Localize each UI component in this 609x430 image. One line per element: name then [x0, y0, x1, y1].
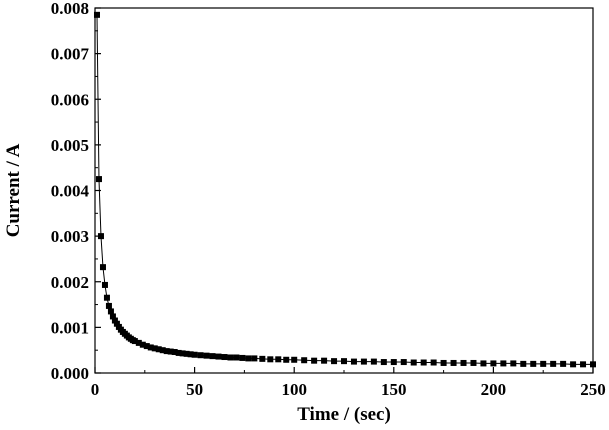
data-point [191, 351, 198, 358]
y-tick-label: 0.005 [51, 136, 89, 155]
data-point [380, 359, 387, 366]
data-point [251, 355, 258, 362]
data-point [420, 359, 427, 366]
data-point [283, 356, 290, 363]
data-point [197, 352, 204, 359]
data-point [291, 356, 298, 363]
data-point [221, 354, 228, 361]
data-point [520, 360, 527, 367]
data-point [480, 360, 487, 367]
x-tick-label: 0 [91, 380, 100, 399]
data-point [341, 358, 347, 365]
data-point [590, 361, 596, 368]
data-point [400, 359, 407, 366]
x-axis: 0 50 100 150 200 250 [91, 367, 606, 399]
data-point [139, 341, 146, 348]
x-tick-label: 150 [381, 380, 407, 399]
data-point [470, 359, 477, 366]
data-point [239, 354, 246, 361]
x-tick-label: 250 [580, 380, 606, 399]
data-point [107, 308, 114, 315]
data-point [101, 281, 108, 288]
data-point [93, 11, 100, 18]
data-point [410, 359, 417, 366]
data-point [570, 361, 577, 368]
data-point [580, 361, 587, 368]
data-point [151, 345, 158, 352]
data-point [167, 348, 174, 355]
data-point [560, 360, 567, 367]
x-axis-title: Time / (sec) [297, 404, 391, 425]
x-tick-label: 100 [281, 380, 307, 399]
data-point [370, 358, 377, 365]
y-tick-label: 0.007 [51, 45, 90, 64]
plot-frame [94, 7, 594, 374]
data-point [350, 358, 357, 365]
data-point [227, 354, 234, 361]
data-point [155, 346, 162, 353]
data-point [97, 233, 104, 240]
data-point [131, 338, 138, 345]
data-point [460, 359, 467, 366]
data-point [171, 349, 178, 356]
data-point [500, 360, 507, 367]
data-point [95, 176, 102, 183]
data-point [540, 360, 547, 367]
data-point [440, 359, 447, 366]
data-point [321, 357, 328, 364]
data-point [490, 360, 497, 367]
y-tick-label: 0.001 [51, 318, 89, 337]
data-point [143, 343, 150, 350]
series-line [96, 14, 593, 365]
y-axis: 0.000 0.001 0.002 0.003 0.004 0.005 0.006 0.007… [51, 0, 101, 383]
data-point [450, 359, 457, 366]
data-point [175, 349, 182, 356]
data-point [183, 350, 190, 357]
data-point [111, 317, 118, 324]
data-point [105, 302, 112, 309]
series-line-layer [96, 14, 593, 365]
data-point [360, 358, 367, 365]
y-tick-label: 0.008 [51, 0, 89, 18]
data-point [301, 357, 308, 364]
data-point [203, 352, 210, 359]
data-point [550, 360, 557, 367]
y-axis-title: Current / A [3, 143, 24, 237]
data-point [135, 339, 142, 346]
data-point [209, 353, 216, 360]
plot-border [94, 7, 594, 374]
data-point [331, 358, 338, 365]
y-tick-label: 0.000 [51, 364, 89, 383]
data-point [233, 354, 240, 361]
data-point [510, 360, 517, 367]
data-point [267, 356, 274, 363]
y-tick-label: 0.006 [51, 90, 89, 109]
data-point [113, 320, 120, 327]
x-tick-label: 200 [481, 380, 507, 399]
x-tick-label: 50 [186, 380, 203, 399]
data-point [187, 351, 194, 358]
data-point [530, 360, 537, 367]
data-points [93, 11, 596, 368]
data-point [390, 359, 397, 366]
data-point [259, 355, 266, 362]
data-point [179, 350, 186, 357]
data-point [311, 357, 318, 364]
data-point [103, 294, 110, 301]
data-point [159, 347, 166, 354]
y-tick-label: 0.002 [51, 273, 89, 292]
data-point [275, 356, 282, 363]
data-point [99, 264, 106, 271]
y-tick-label: 0.003 [51, 227, 89, 246]
data-point [109, 313, 116, 320]
data-point [163, 348, 170, 355]
data-point [215, 353, 222, 360]
data-point [245, 355, 252, 362]
data-point [430, 359, 437, 366]
y-tick-label: 0.004 [51, 182, 90, 201]
data-point [147, 344, 154, 351]
